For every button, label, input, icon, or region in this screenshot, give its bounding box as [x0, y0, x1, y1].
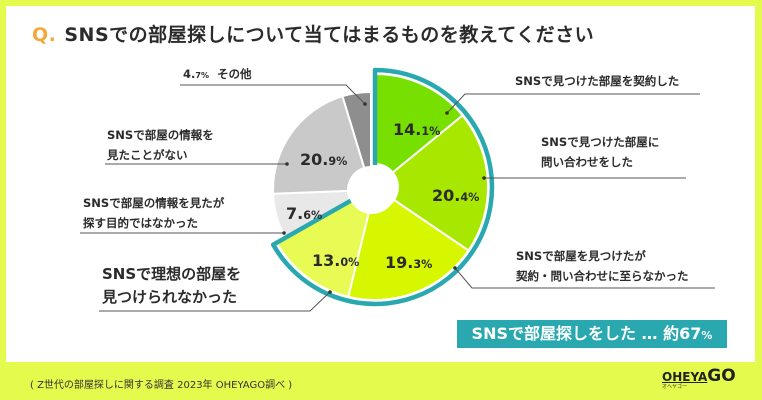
- donut-hole: [348, 166, 396, 214]
- leader-dot: [445, 111, 449, 115]
- category-label-s0: SNSで見つけた部屋を契約した: [515, 74, 680, 88]
- footnote: ( Z世代の部屋探しに関する調査 2023年 OHEYAGO調べ ): [30, 380, 293, 391]
- leader-line-s3: [99, 291, 331, 312]
- leader-dot: [453, 266, 457, 270]
- category-label-s2: SNSで部屋を見つけたが 契約・問い合わせに至らなかった: [516, 249, 689, 283]
- data-label-s0: 14.1%: [393, 120, 441, 139]
- data-label-s5: 20.9%: [300, 150, 348, 169]
- leader-dot: [328, 290, 332, 294]
- category-label-s4: SNSで部屋の情報を見たが 探す目的ではなかった: [83, 196, 225, 230]
- data-label-s4: 7.6%: [286, 204, 323, 223]
- category-label-s3: SNSで理想の部屋を 見つけられなかった: [102, 265, 242, 306]
- category-label-s5: SNSで部屋の情報を 見たことがない: [107, 128, 214, 162]
- leader-line-s6: [180, 84, 366, 105]
- data-label-s3: 13.0%: [312, 251, 360, 270]
- oheyago-logo: OHEYAGO オヘヤゴー: [662, 366, 736, 390]
- leader-dot: [482, 176, 486, 180]
- summary-badge: SNSで部屋探しをした … 約67%: [457, 320, 727, 348]
- page-title: Q. SNSでの部屋探しについて当てはまるものを教えてください: [32, 24, 595, 46]
- pie-slice-0: [374, 72, 464, 174]
- leader-dot: [282, 231, 286, 235]
- pie-slice-1: [391, 114, 490, 252]
- category-label-s1: SNSで見つけた部屋に 問い合わせをした: [541, 135, 660, 169]
- data-label-s1: 20.4%: [432, 186, 480, 205]
- leader-dot: [363, 102, 367, 106]
- data-label-s2: 19.3%: [385, 253, 433, 272]
- highlight-outline: [270, 67, 495, 307]
- category-label-s6: 4.7% その他: [183, 67, 252, 81]
- leader-line-s0: [446, 93, 700, 114]
- leader-dot: [285, 162, 289, 166]
- leader-line-s2: [454, 267, 715, 289]
